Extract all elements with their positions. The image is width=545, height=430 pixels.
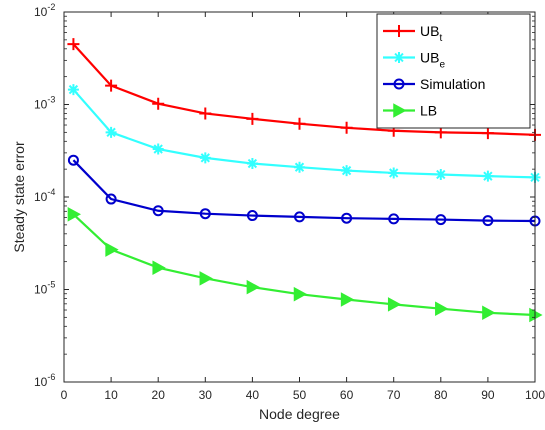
series-lb [67,207,543,323]
legend-item: Simulation [383,76,485,92]
legend-label: UBt [420,23,442,44]
data-point [482,215,494,227]
data-point [294,161,305,173]
legend-marker [393,103,407,118]
series-line [72,159,536,223]
legend-label: LB [420,103,437,119]
data-point [388,213,400,225]
data-point [246,210,258,222]
y-tick-label: 10-4 [34,187,55,204]
legend-marker [393,78,405,90]
y-tick-label: 10-5 [34,280,55,297]
data-point [67,84,79,96]
legend: UBt UBe Simulation LB [376,13,531,129]
data-point [340,121,353,134]
data-point [246,158,258,170]
data-point [67,154,79,166]
x-tick-label: 100 [525,388,545,402]
data-point [341,212,353,224]
legend-item: UBe [383,50,445,71]
data-point [482,305,496,321]
y-tick-label: 10-3 [34,95,55,112]
legend-label: Simulation [420,76,485,92]
data-point [67,207,81,222]
x-tick-label: 40 [246,388,260,402]
data-point [481,127,494,140]
legend-marker [393,25,405,37]
series-simulation [67,154,541,227]
x-tick-label: 10 [104,388,118,402]
data-point [105,126,117,138]
data-point [105,79,118,92]
legend-item: UBt [383,23,442,44]
data-point [152,143,164,155]
series-layer [67,38,543,323]
legend-label: UBe [420,50,445,71]
x-tick-label: 80 [434,388,448,402]
data-point [340,292,355,307]
data-point [435,214,447,226]
data-point [293,286,308,302]
data-point [246,279,260,295]
x-tick-label: 90 [481,388,495,402]
data-point [152,260,166,275]
tick-layer: 0 10 20 30 40 50 60 70 80 90 100 10-6 10-5 10-4 10-3 10… [34,2,545,402]
x-tick-label: 20 [152,388,166,402]
data-point [105,193,117,205]
data-point [199,107,212,120]
data-point [482,170,494,182]
x-tick-label: 60 [340,388,354,402]
data-point [199,152,211,164]
x-tick-label: 0 [61,388,68,402]
data-point [293,117,306,130]
data-point [388,167,400,179]
x-tick-label: 70 [387,388,401,402]
y-tick-label: 10-6 [34,372,55,389]
data-point [294,211,305,223]
data-point [199,208,211,220]
data-point [435,301,449,316]
data-point [246,112,259,125]
legend-marker [393,52,405,63]
x-tick-label: 50 [293,388,307,402]
data-point [152,205,164,217]
data-point [435,169,447,181]
y-axis-label: Steady state error [11,141,27,253]
data-point [152,97,165,110]
data-point [199,271,213,286]
data-point [387,297,402,312]
legend-item: LB [383,103,437,119]
y-tick-label: 10-2 [34,2,55,19]
data-point [105,242,119,257]
x-tick-label: 30 [199,388,213,402]
x-axis-label: Node degree [259,406,340,422]
data-point [67,38,80,51]
data-point [341,165,353,177]
